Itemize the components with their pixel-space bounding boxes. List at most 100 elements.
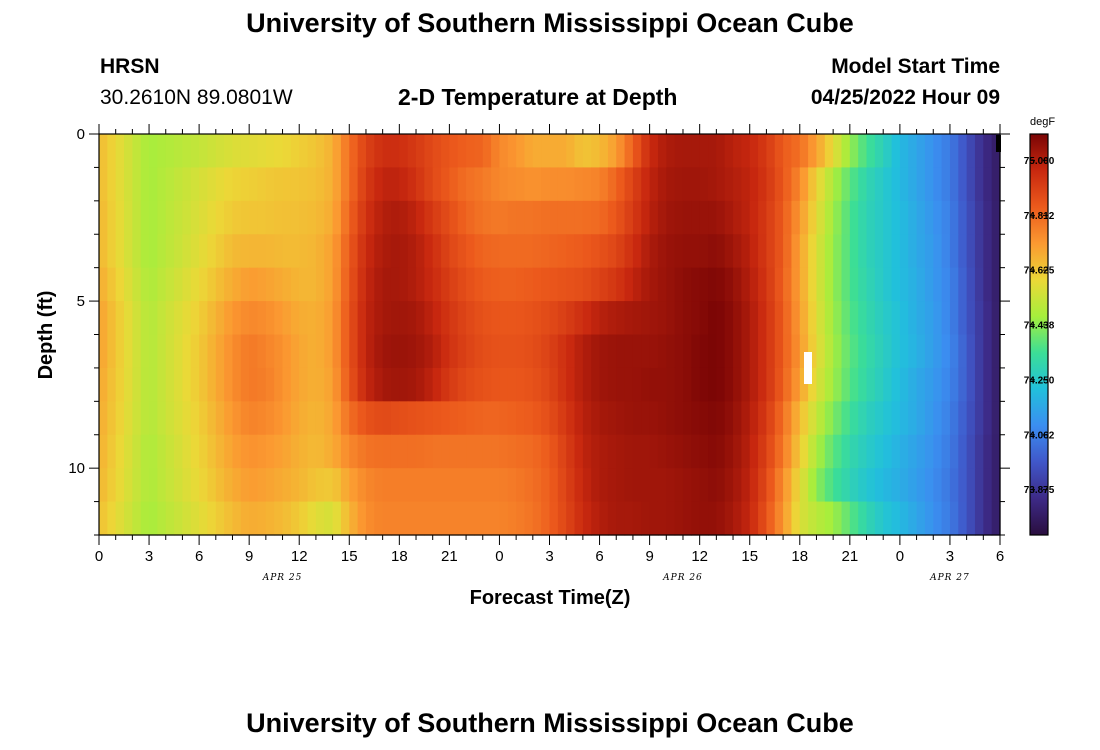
heatmap-cell — [808, 301, 818, 336]
heatmap-cell — [532, 134, 542, 169]
heatmap-cell — [624, 200, 634, 235]
heatmap-cell — [349, 234, 359, 269]
heatmap-cell — [708, 367, 717, 402]
heatmap-cell — [407, 367, 417, 402]
heatmap-cell — [491, 334, 501, 369]
heatmap-cell — [157, 501, 167, 536]
heatmap-cell — [140, 134, 150, 169]
heatmap-cell — [507, 134, 517, 169]
heatmap-cell — [641, 134, 651, 169]
heatmap-cell — [758, 234, 767, 269]
heatmap-cell — [866, 301, 876, 336]
heatmap-cell — [574, 200, 584, 235]
heatmap-cell — [557, 134, 567, 169]
heatmap-cell — [933, 401, 943, 436]
heatmap-cell — [215, 367, 225, 402]
heatmap-cell — [749, 334, 759, 369]
heatmap-cell — [574, 267, 584, 302]
heatmap-cell — [849, 468, 859, 503]
heatmap-cell — [649, 468, 659, 503]
heatmap-cell — [991, 401, 1001, 436]
heatmap-cell — [190, 301, 200, 336]
heatmap-cell — [716, 334, 726, 369]
heatmap-cell — [399, 434, 409, 469]
heatmap-cell — [941, 134, 951, 169]
heatmap-cell — [432, 501, 442, 536]
heatmap-cell — [966, 334, 976, 369]
heatmap-cell — [624, 167, 634, 202]
heatmap-cell — [541, 234, 551, 269]
heatmap-cell — [699, 468, 709, 503]
heatmap-cell — [324, 434, 334, 469]
heatmap-cell — [374, 200, 384, 235]
heatmap-cell — [924, 468, 934, 503]
heatmap-cell — [182, 200, 192, 235]
heatmap-cell — [891, 267, 901, 302]
heatmap-cell — [466, 234, 476, 269]
heatmap-cell — [115, 367, 125, 402]
heatmap-cell — [165, 167, 175, 202]
heatmap-cell — [107, 367, 117, 402]
heatmap-cell — [374, 367, 384, 402]
heatmap-cell — [799, 367, 809, 402]
heatmap-cell — [607, 367, 617, 402]
heatmap-cell — [315, 267, 325, 302]
heatmap-cell — [566, 501, 576, 536]
heatmap-cell — [733, 401, 742, 436]
heatmap-cell — [182, 301, 192, 336]
heatmap-cell — [632, 501, 642, 536]
heatmap-cell — [841, 334, 851, 369]
heatmap-cell — [107, 134, 117, 169]
heatmap-cell — [424, 468, 434, 503]
heatmap-cell — [190, 367, 200, 402]
heatmap-cell — [307, 501, 317, 536]
heatmap-cell — [190, 167, 200, 202]
heatmap-cell — [891, 301, 901, 336]
heatmap-cell — [632, 234, 642, 269]
heatmap-cell — [282, 234, 292, 269]
heatmap-cell — [566, 200, 576, 235]
heatmap-cell — [966, 434, 976, 469]
heatmap-cell — [616, 267, 626, 302]
heatmap-cell — [816, 401, 826, 436]
heatmap-cell — [816, 468, 826, 503]
heatmap-cell — [407, 134, 417, 169]
heatmap-cell — [708, 468, 717, 503]
heatmap-cell — [290, 401, 300, 436]
heatmap-cell — [924, 234, 934, 269]
heatmap-cell — [557, 468, 567, 503]
page-title: University of Southern Mississippi Ocean… — [246, 8, 854, 38]
heatmap-cell — [190, 234, 200, 269]
heatmap-cell — [641, 334, 651, 369]
heatmap-cell — [632, 434, 642, 469]
heatmap-cell — [741, 367, 751, 402]
heatmap-cell — [808, 200, 818, 235]
heatmap-cell — [632, 200, 642, 235]
heatmap-cell — [532, 367, 542, 402]
heatmap-cell — [974, 401, 984, 436]
heatmap-cell — [724, 468, 734, 503]
heatmap-cell — [207, 234, 217, 269]
heatmap-cell — [641, 401, 651, 436]
heatmap-cell — [833, 134, 843, 169]
heatmap-cell — [324, 234, 334, 269]
heatmap-cell — [165, 468, 175, 503]
heatmap-cell — [382, 234, 392, 269]
heatmap-cell — [557, 501, 567, 536]
heatmap-cell — [649, 434, 659, 469]
heatmap-cell — [733, 134, 742, 169]
heatmap-cell — [849, 367, 859, 402]
heatmap-cell — [691, 267, 701, 302]
heatmap-cell — [824, 301, 834, 336]
heatmap-cells — [99, 134, 1001, 536]
heatmap-cell — [290, 167, 300, 202]
heatmap-cell — [841, 234, 851, 269]
heatmap-cell — [666, 200, 676, 235]
heatmap-cell — [491, 434, 501, 469]
heatmap-cell — [891, 200, 901, 235]
heatmap-cell — [824, 200, 834, 235]
heatmap-cell — [140, 167, 150, 202]
heatmap-cell — [249, 367, 259, 402]
heatmap-cell — [407, 167, 417, 202]
heatmap-cell — [582, 267, 592, 302]
